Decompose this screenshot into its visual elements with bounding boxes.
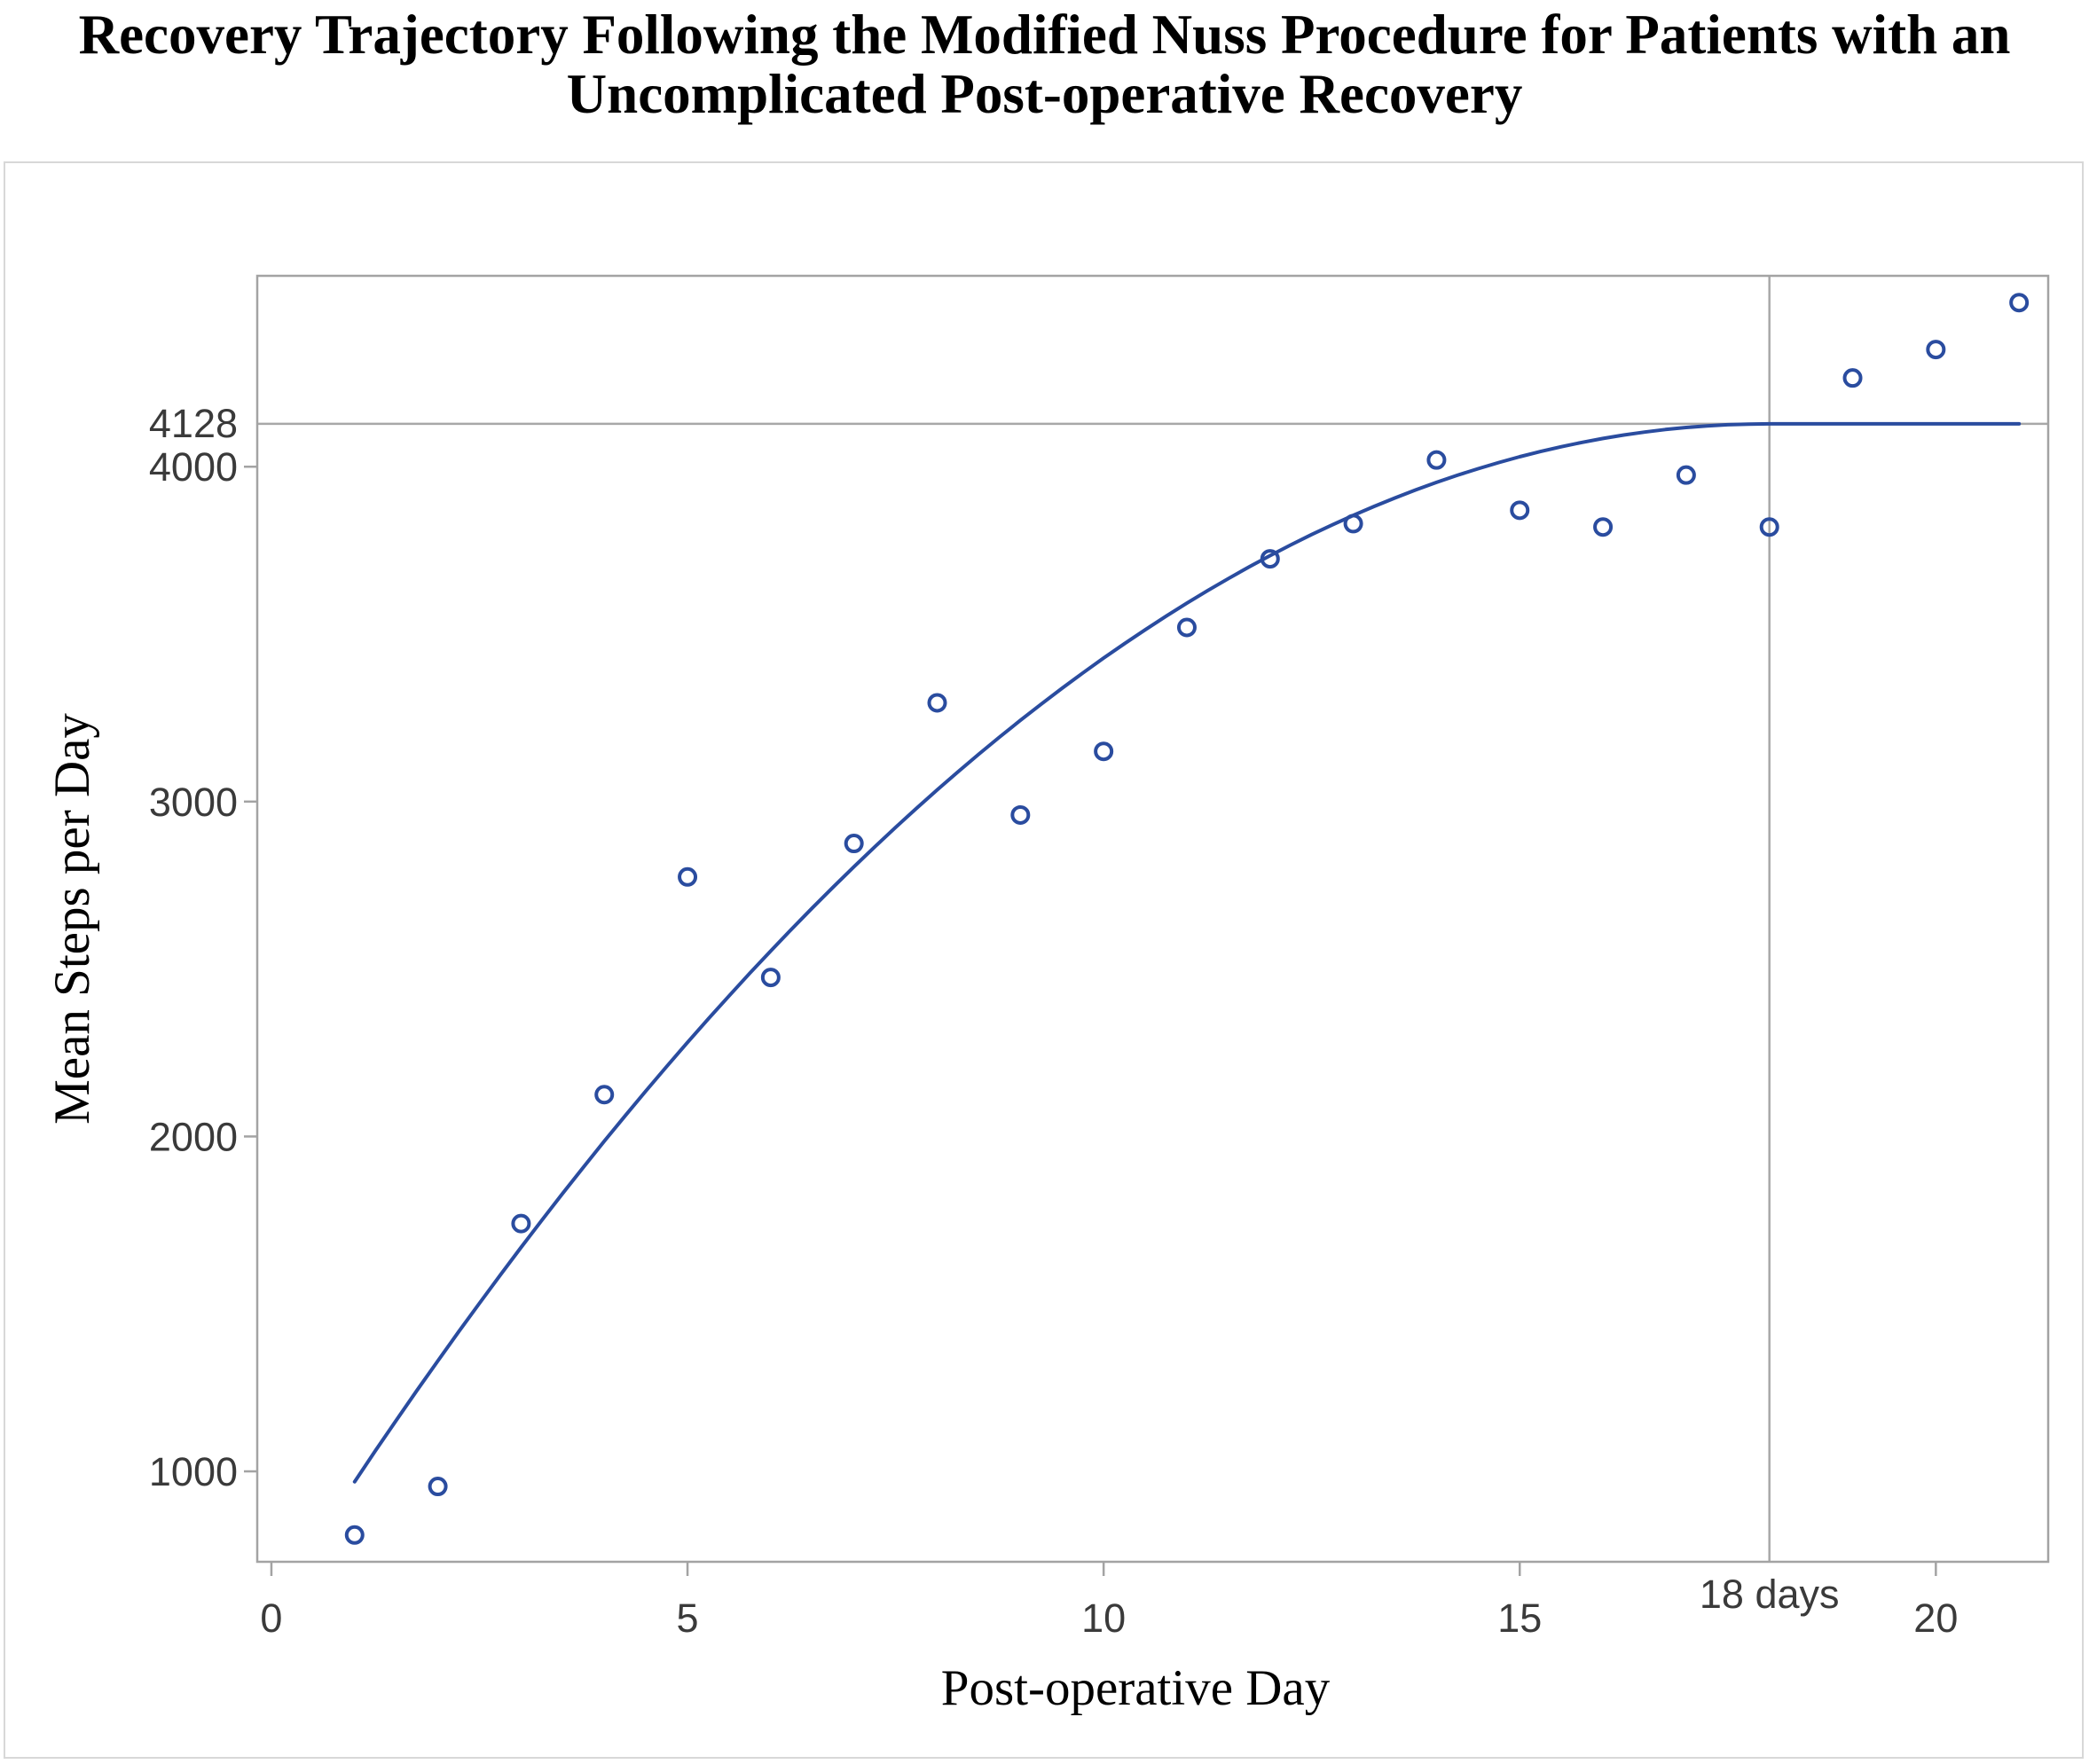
x-tick-label: 15	[1497, 1595, 1542, 1641]
data-points	[344, 293, 2030, 1545]
x-tick-label: 10	[1081, 1595, 1126, 1641]
data-point-day-20	[1926, 340, 1946, 360]
data-point-day-14	[1426, 450, 1447, 470]
data-point-day-7	[844, 834, 864, 854]
data-point-day-1	[344, 1525, 365, 1545]
x-tick-label: 0	[260, 1595, 282, 1641]
data-point-day-21	[2009, 293, 2030, 313]
data-point-day-2	[428, 1477, 448, 1497]
data-point-day-11	[1176, 617, 1197, 638]
reference-label-4128: 4128	[149, 401, 238, 446]
axes	[244, 274, 2050, 1576]
x-tick-label: 20	[1913, 1595, 1958, 1641]
x-axis-title: Post-operative Day	[941, 1660, 1331, 1716]
data-point-day-13	[1343, 514, 1363, 534]
y-tick-label: 1000	[149, 1449, 238, 1494]
fit-curve-path	[352, 421, 2022, 1484]
chart-title-line-2: Uncomplicated Post-operative Recovery	[566, 62, 1523, 125]
reference-lines	[257, 276, 2048, 1562]
chart-title-line-1: Recovery Trajectory Following the Modifi…	[78, 4, 2011, 66]
data-point-day-17	[1676, 465, 1696, 485]
y-tick-label: 4000	[149, 444, 238, 490]
figure-frame	[4, 161, 2084, 1759]
data-point-day-15	[1510, 500, 1530, 521]
data-point-day-16	[1593, 517, 1614, 537]
x-tick-label: 5	[677, 1595, 699, 1641]
data-point-day-8	[927, 693, 947, 713]
data-point-day-10	[1094, 741, 1114, 762]
y-tick-label: 3000	[149, 780, 238, 825]
y-axis-title: Mean Steps per Day	[44, 713, 100, 1125]
plot-border	[255, 274, 2050, 1564]
data-point-day-5	[678, 866, 698, 887]
data-point-day-4	[594, 1085, 615, 1105]
data-point-day-9	[1010, 804, 1031, 825]
data-point-day-6	[760, 968, 781, 988]
reference-label-18-days: 18 days	[1700, 1572, 1840, 1617]
data-point-day-3	[511, 1213, 531, 1234]
fit-curve	[352, 421, 2022, 1484]
data-point-day-18	[1759, 517, 1779, 537]
data-point-day-19	[1842, 368, 1863, 388]
data-point-day-12	[1260, 549, 1280, 569]
y-tick-label: 2000	[149, 1114, 238, 1159]
chart-title: Recovery Trajectory Following the Modifi…	[0, 5, 2089, 124]
